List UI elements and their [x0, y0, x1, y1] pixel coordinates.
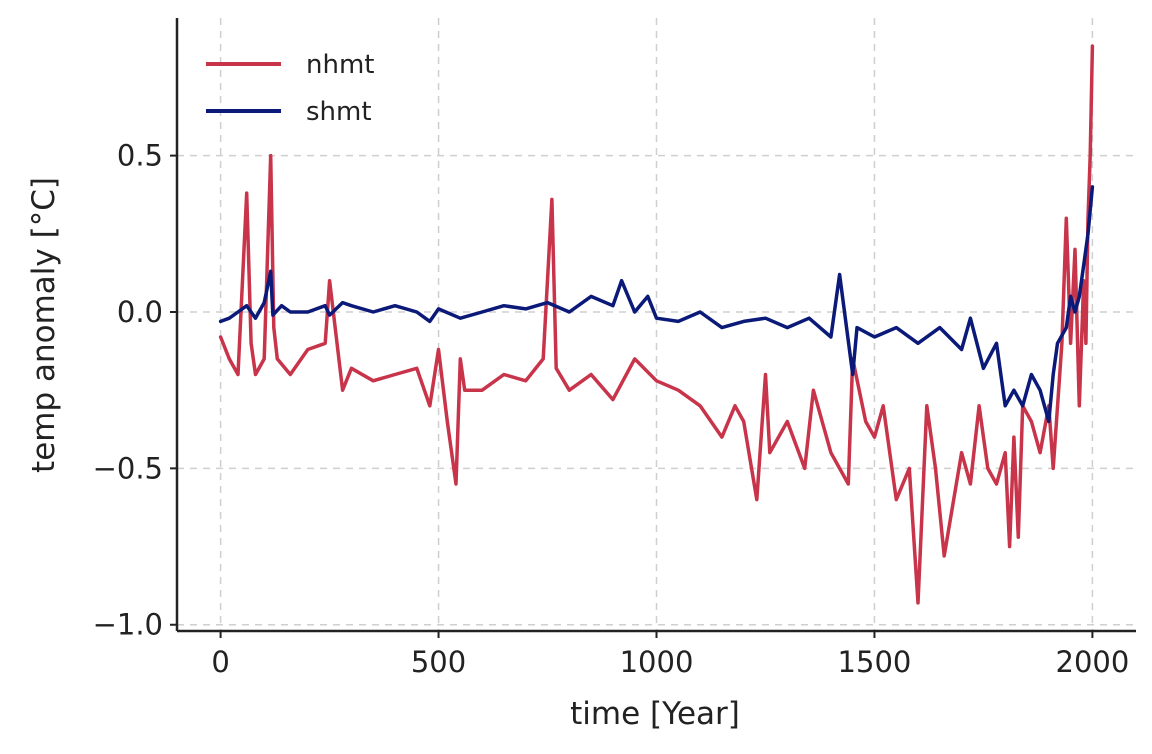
- legend-label-shmt: shmt: [306, 97, 372, 127]
- series-line-nhmt: [218, 44, 1095, 605]
- y-tick-label: −0.5: [93, 451, 163, 485]
- y-axis-label: temp anomaly [°C]: [26, 177, 62, 473]
- legend: nhmt shmt: [206, 50, 374, 127]
- x-tick-label: 500: [411, 645, 466, 679]
- x-axis-label: time [Year]: [570, 696, 740, 732]
- x-tick-label: 0: [211, 645, 229, 679]
- series-line-shmt: [218, 185, 1095, 424]
- y-tick-label: 0.0: [117, 295, 163, 329]
- y-tick-label: −1.0: [93, 608, 163, 642]
- ticks: 0 500 1000 1500 2000 0.5 0.0 −0.5 −1.0: [93, 139, 1130, 679]
- x-tick-label: 1500: [838, 645, 912, 679]
- x-tick-label: 2000: [1056, 645, 1130, 679]
- legend-label-nhmt: nhmt: [306, 50, 374, 80]
- x-tick-label: 1000: [620, 645, 694, 679]
- series-lines: [218, 44, 1095, 605]
- grid: [177, 18, 1136, 631]
- y-tick-label: 0.5: [117, 139, 163, 173]
